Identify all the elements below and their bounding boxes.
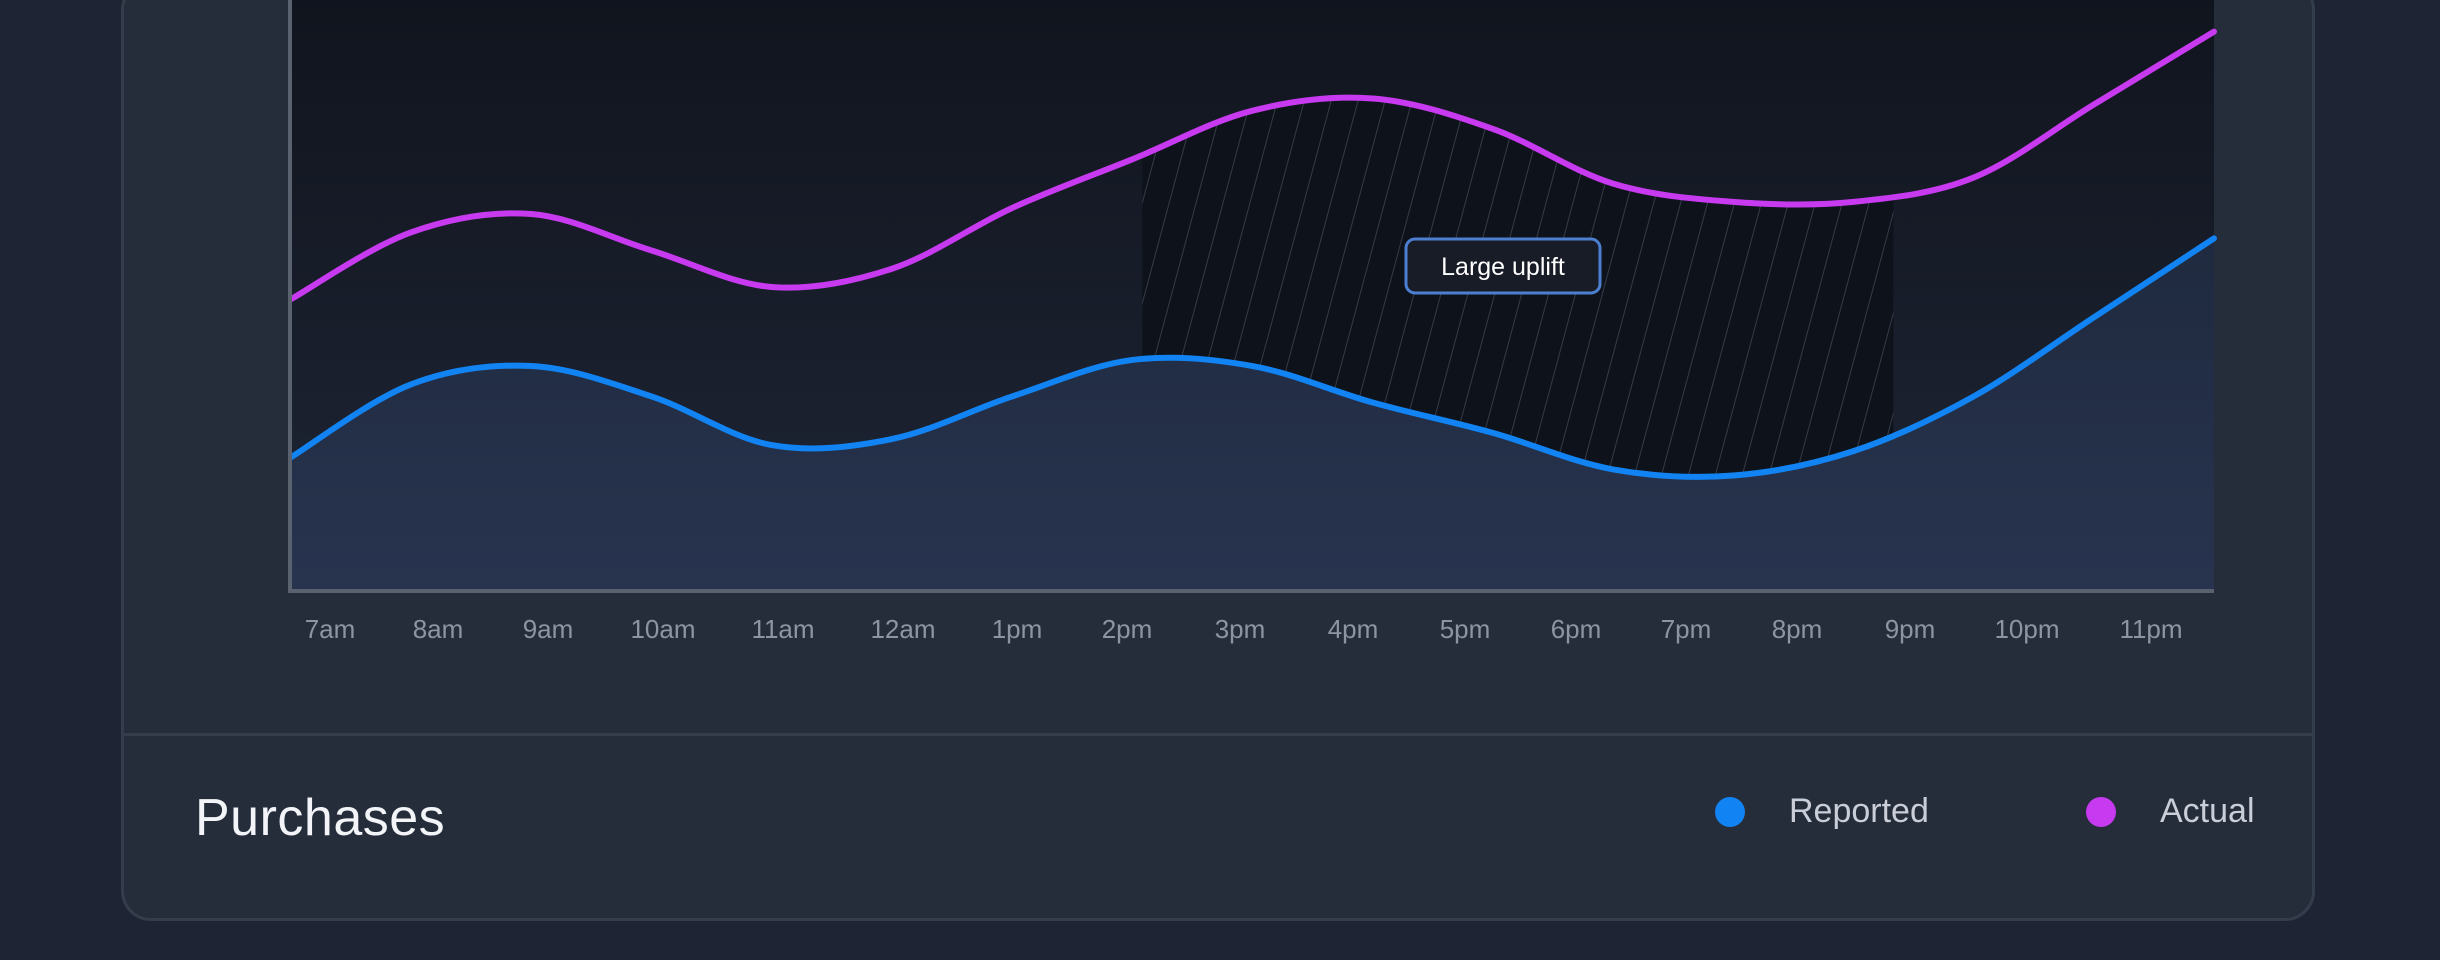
- x-tick-label: 10pm: [1994, 614, 2059, 644]
- legend-label-reported: Reported: [1789, 792, 1929, 830]
- x-tick-label: 9am: [523, 614, 574, 644]
- legend-item-reported[interactable]: Reported: [1715, 792, 1929, 831]
- x-tick-label: 7pm: [1661, 614, 1712, 644]
- chart-plot: 7am 8am 9am 10am 11am 12am 1pm 2pm 3pm 4pm 5pm 6pm 7…: [288, 0, 2217, 644]
- annotation-label: Large uplift: [1441, 253, 1565, 281]
- x-tick-label: 11am: [751, 614, 814, 644]
- x-tick-label: 1pm: [992, 614, 1043, 644]
- legend-item-actual[interactable]: Actual: [2086, 792, 2255, 831]
- x-tick-label: 7am: [305, 614, 356, 644]
- chart-card: 7am 8am 9am 10am 11am 12am 1pm 2pm 3pm 4pm 5pm 6pm 7…: [121, 0, 2315, 921]
- actual-line: [288, 28, 2217, 303]
- reported-line: [288, 235, 2217, 480]
- legend-dot-reported: [1715, 796, 1745, 827]
- chart-footer: Purchases Reported Actual: [124, 733, 2312, 907]
- x-tick-label: 12am: [870, 614, 935, 644]
- x-tick-label: 6pm: [1551, 614, 1602, 644]
- x-tick-label: 9pm: [1885, 614, 1936, 644]
- x-tick-label: 4pm: [1328, 614, 1379, 644]
- legend-dot-actual: [2086, 796, 2116, 827]
- x-tick-label: 8am: [413, 614, 464, 644]
- x-tick-label: 3pm: [1215, 614, 1266, 644]
- annotation-box: [1404, 237, 1602, 295]
- legend-label-actual: Actual: [2160, 792, 2255, 830]
- x-tick-label: 5pm: [1440, 614, 1491, 644]
- reported-area-fill: [291, 238, 2214, 592]
- x-tick-label: 10am: [630, 614, 695, 644]
- x-tick-label: 11pm: [2119, 614, 2182, 644]
- chart-title: Purchases: [195, 789, 446, 847]
- x-tick-label: 8pm: [1772, 614, 1823, 644]
- x-tick-label: 2pm: [1102, 614, 1153, 644]
